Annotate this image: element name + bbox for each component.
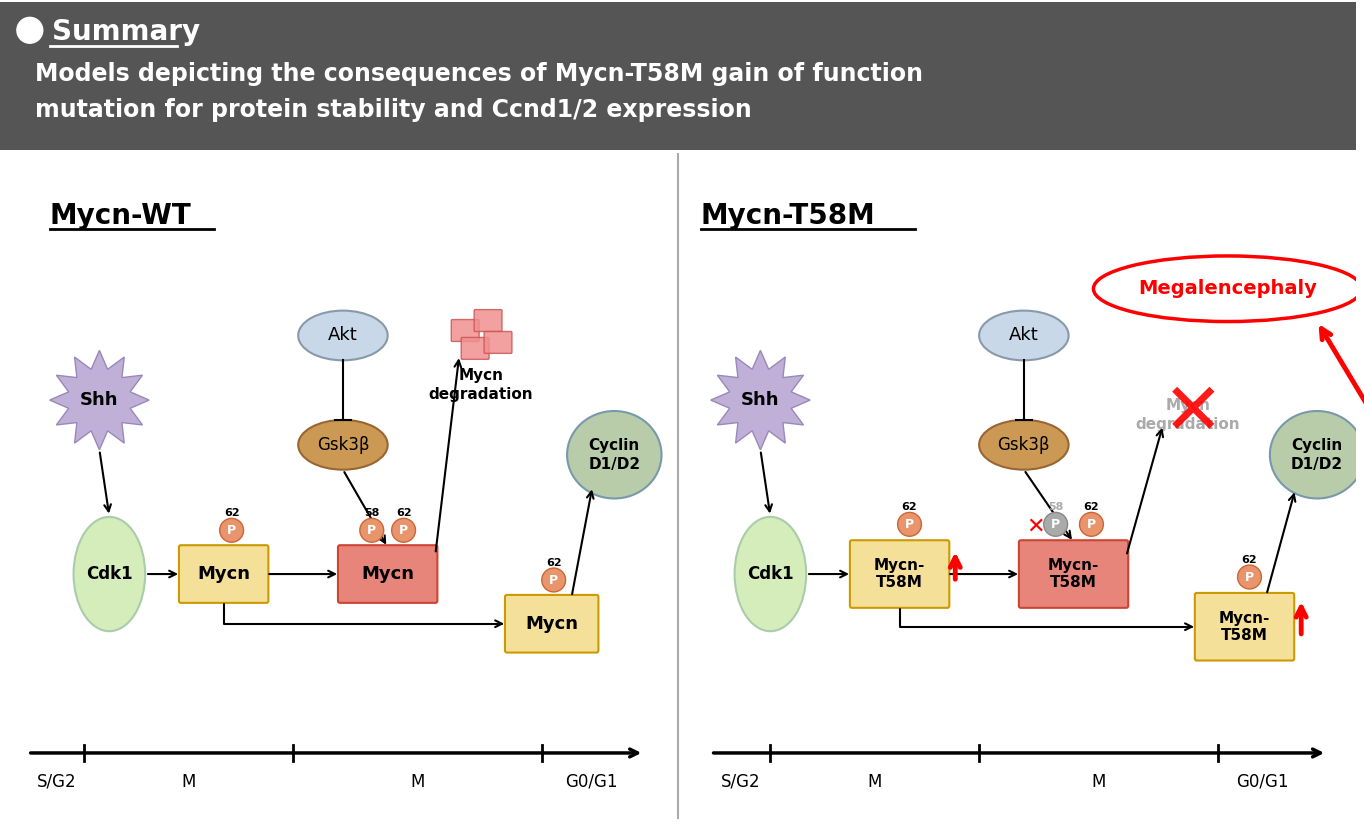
- FancyBboxPatch shape: [475, 309, 502, 332]
- Text: G0/G1: G0/G1: [1236, 773, 1289, 791]
- Text: Cdk1: Cdk1: [86, 565, 132, 583]
- Text: P: P: [904, 518, 914, 531]
- Text: 62: 62: [224, 509, 240, 519]
- Text: ✕: ✕: [1027, 516, 1045, 537]
- Text: Mycn: Mycn: [198, 565, 250, 583]
- Ellipse shape: [979, 420, 1068, 470]
- Text: S/G2: S/G2: [37, 773, 76, 791]
- Text: P: P: [1087, 518, 1097, 531]
- FancyBboxPatch shape: [1019, 540, 1128, 608]
- Text: M: M: [411, 773, 424, 791]
- Ellipse shape: [1094, 256, 1361, 322]
- Text: Cyclin
D1/D2: Cyclin D1/D2: [1292, 438, 1344, 471]
- FancyBboxPatch shape: [338, 545, 438, 603]
- Ellipse shape: [299, 420, 387, 470]
- Text: P: P: [1245, 571, 1254, 584]
- Text: Shh: Shh: [741, 391, 780, 409]
- Text: M: M: [868, 773, 883, 791]
- Text: 58: 58: [364, 509, 379, 519]
- Text: 62: 62: [546, 558, 562, 568]
- Circle shape: [542, 568, 566, 592]
- Text: Akt: Akt: [1009, 327, 1039, 345]
- Text: Mycn-T58M: Mycn-T58M: [701, 202, 876, 230]
- Circle shape: [1237, 565, 1262, 589]
- Ellipse shape: [735, 517, 806, 631]
- Text: 62: 62: [902, 503, 918, 513]
- Text: P: P: [1052, 518, 1060, 531]
- Circle shape: [1043, 513, 1068, 536]
- FancyBboxPatch shape: [850, 540, 949, 608]
- FancyBboxPatch shape: [0, 150, 1356, 825]
- Text: Cyclin
D1/D2: Cyclin D1/D2: [588, 438, 640, 471]
- FancyBboxPatch shape: [0, 2, 1356, 150]
- Text: Megalencephaly: Megalencephaly: [1138, 280, 1318, 299]
- Polygon shape: [49, 351, 149, 450]
- Text: Summary: Summary: [52, 18, 199, 46]
- Text: M: M: [1091, 773, 1106, 791]
- FancyBboxPatch shape: [1195, 593, 1294, 661]
- FancyBboxPatch shape: [179, 545, 269, 603]
- Text: Models depicting the consequences of Mycn-T58M gain of function
mutation for pro: Models depicting the consequences of Myc…: [35, 62, 923, 122]
- Ellipse shape: [299, 311, 387, 361]
- FancyBboxPatch shape: [461, 337, 490, 359]
- Polygon shape: [711, 351, 810, 450]
- Ellipse shape: [979, 311, 1068, 361]
- Text: P: P: [550, 573, 558, 586]
- Circle shape: [16, 17, 42, 43]
- Text: Mycn-
T58M: Mycn- T58M: [1048, 558, 1099, 590]
- Text: Mycn
degradation: Mycn degradation: [1136, 398, 1240, 432]
- Text: Mycn
degradation: Mycn degradation: [428, 368, 533, 402]
- Text: 58: 58: [1048, 503, 1064, 513]
- FancyBboxPatch shape: [451, 319, 479, 342]
- Text: P: P: [367, 523, 376, 537]
- Text: Mycn-
T58M: Mycn- T58M: [874, 558, 925, 590]
- Text: Gsk3β: Gsk3β: [316, 436, 370, 454]
- Text: G0/G1: G0/G1: [565, 773, 618, 791]
- Text: 62: 62: [1241, 555, 1258, 565]
- Circle shape: [898, 513, 922, 536]
- Text: S/G2: S/G2: [720, 773, 760, 791]
- Text: Mycn-WT: Mycn-WT: [49, 202, 191, 230]
- Text: Mycn: Mycn: [361, 565, 415, 583]
- Text: Gsk3β: Gsk3β: [997, 436, 1050, 454]
- Ellipse shape: [567, 411, 662, 499]
- FancyBboxPatch shape: [484, 332, 512, 353]
- Text: Shh: Shh: [80, 391, 119, 409]
- Text: Akt: Akt: [329, 327, 357, 345]
- Circle shape: [360, 519, 383, 543]
- Text: P: P: [400, 523, 408, 537]
- Text: ✕: ✕: [1162, 380, 1224, 450]
- Circle shape: [1079, 513, 1103, 536]
- Text: Cdk1: Cdk1: [747, 565, 794, 583]
- Text: 62: 62: [1083, 503, 1099, 513]
- Ellipse shape: [74, 517, 145, 631]
- FancyBboxPatch shape: [505, 595, 599, 653]
- Text: P: P: [226, 523, 236, 537]
- Text: Mycn: Mycn: [525, 614, 578, 633]
- Text: M: M: [181, 773, 196, 791]
- Circle shape: [220, 519, 244, 543]
- Circle shape: [391, 519, 416, 543]
- Text: 62: 62: [396, 509, 412, 519]
- Text: Mycn-
T58M: Mycn- T58M: [1219, 610, 1270, 643]
- Ellipse shape: [1270, 411, 1364, 499]
